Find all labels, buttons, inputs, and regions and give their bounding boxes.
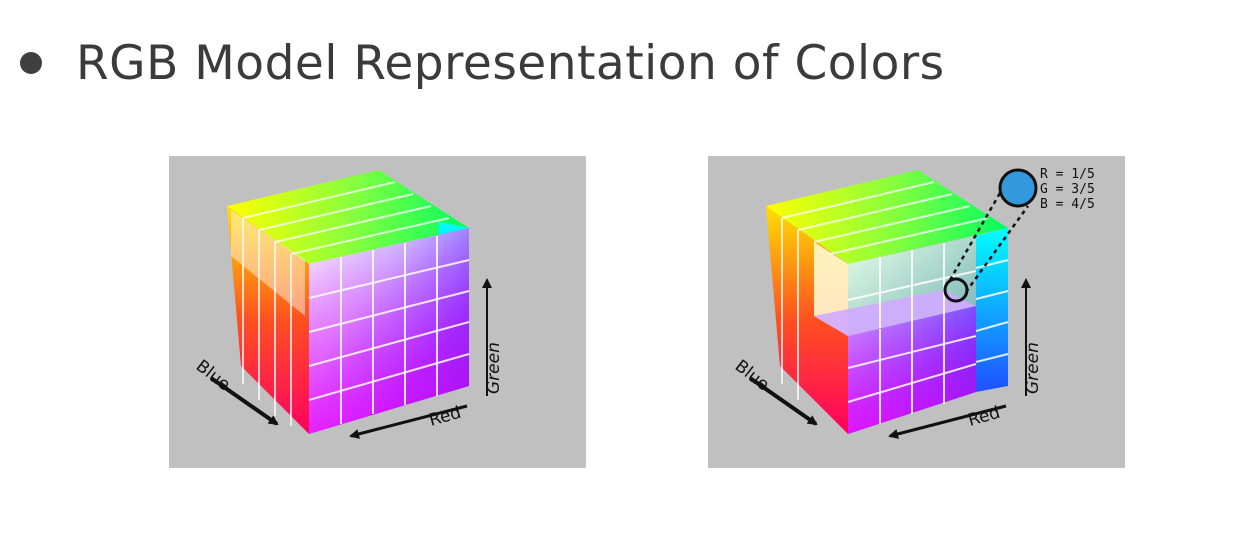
green-axis-label: Green xyxy=(1023,342,1043,394)
red-axis-arrow xyxy=(888,404,1007,439)
readout-r: R = 1/5 xyxy=(1040,167,1095,182)
cube-layer-lines xyxy=(242,181,450,426)
rgb-cube-svg-sample: R = 1/5 G = 3/5 B = 4/5 Blue Green Red xyxy=(731,167,1095,439)
rgb-cube-diagram-sample: R = 1/5 G = 3/5 B = 4/5 Blue Green Red xyxy=(708,156,1125,468)
cube-front-face-overlay xyxy=(309,228,469,434)
title-text: RGB Model Representation of Colors xyxy=(76,35,945,91)
cube-top-face xyxy=(766,170,1008,264)
readout-g: G = 3/5 xyxy=(1040,182,1095,197)
bullet-dot xyxy=(20,52,42,74)
cube-top-face xyxy=(227,170,469,264)
cube-right-column xyxy=(976,228,1008,392)
callout-line-2 xyxy=(964,205,1030,293)
readout-b: B = 4/5 xyxy=(1040,197,1095,212)
blue-axis-arrow xyxy=(748,376,818,426)
cube-highlight xyxy=(231,210,305,316)
rgb-cube-svg-full: Blue Green Red xyxy=(192,170,504,439)
red-axis-label: Red xyxy=(966,403,1003,431)
cube-lower-grid xyxy=(847,259,1009,424)
cube-left-face xyxy=(227,206,309,434)
green-axis-label: Green xyxy=(484,342,504,394)
blue-axis-arrow xyxy=(209,376,279,426)
cube-inner-grid xyxy=(847,243,977,328)
cube-layer-lines xyxy=(781,181,989,400)
sample-color-swatch xyxy=(998,168,1038,208)
red-axis-label: Red xyxy=(427,403,464,431)
red-axis-arrow xyxy=(349,404,468,439)
cube-shelf-top xyxy=(814,290,976,336)
cube-front-grid xyxy=(308,236,470,424)
callout-line-1 xyxy=(948,185,1006,281)
rgb-cube-diagram-full: Blue Green Red xyxy=(169,156,586,468)
rgb-readout: R = 1/5 G = 3/5 B = 4/5 xyxy=(1040,167,1095,212)
slide-title: RGB Model Representation of Colors xyxy=(20,28,945,98)
